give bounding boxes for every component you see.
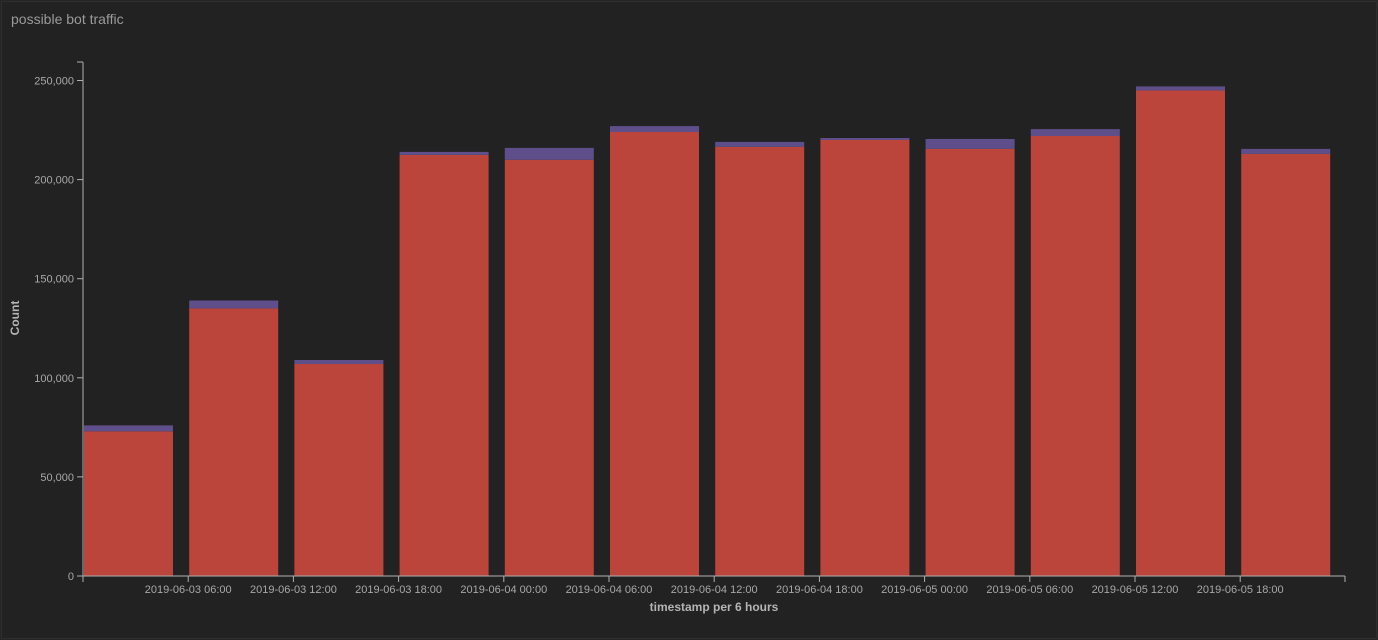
x-tick-label-8: 2019-06-05 06:00 (986, 584, 1073, 596)
y-tick-label-3: 150,000 (34, 274, 74, 286)
x-tick-label-0: 2019-06-03 06:00 (145, 584, 232, 596)
bar-primary-8[interactable] (925, 148, 1015, 576)
panel-title: possible bot traffic (11, 11, 124, 27)
bar-secondary-8[interactable] (925, 139, 1015, 149)
x-axis: 2019-06-03 06:00 2019-06-03 12:00 2019-06-… (82, 575, 1346, 596)
bar-secondary-7[interactable] (820, 138, 910, 140)
bar-primary-7[interactable] (820, 140, 910, 576)
bar-primary-1[interactable] (189, 308, 279, 576)
bar-secondary-11[interactable] (1241, 148, 1331, 154)
bar-primary-0[interactable] (84, 431, 173, 576)
bar-primary-3[interactable] (399, 154, 489, 577)
x-tick-label-1: 2019-06-03 12:00 (250, 584, 337, 596)
bar-primary-10[interactable] (1136, 90, 1225, 577)
x-tick-label-3: 2019-06-04 00:00 (460, 584, 547, 596)
bar-secondary-10[interactable] (1136, 86, 1225, 91)
x-axis-title: timestamp per 6 hours (650, 600, 779, 614)
y-tick-label-4: 200,000 (34, 175, 74, 187)
bar-secondary-6[interactable] (715, 141, 805, 147)
bar-primary-5[interactable] (610, 132, 699, 576)
bar-secondary-4[interactable] (504, 147, 594, 160)
bar-secondary-3[interactable] (399, 151, 489, 155)
x-tick-label-4: 2019-06-04 06:00 (566, 584, 653, 596)
bar-primary-6[interactable] (715, 146, 805, 576)
bar-secondary-2[interactable] (294, 360, 384, 364)
bar-primary-9[interactable] (1030, 136, 1120, 576)
bar-primary-11[interactable] (1241, 153, 1331, 577)
bar-secondary-1[interactable] (189, 300, 279, 309)
bar-secondary-5[interactable] (610, 126, 699, 132)
x-tick-label-5: 2019-06-04 12:00 (671, 584, 758, 596)
bar-secondary-9[interactable] (1030, 129, 1120, 136)
x-tick-label-9: 2019-06-05 12:00 (1092, 584, 1179, 596)
bar-secondary-0[interactable] (84, 425, 173, 432)
y-axis-title: Count (8, 301, 22, 336)
bar-primary-4[interactable] (504, 159, 594, 577)
x-tick-label-2: 2019-06-03 18:00 (355, 584, 442, 596)
x-tick-label-10: 2019-06-05 18:00 (1197, 584, 1284, 596)
x-tick-label-6: 2019-06-04 18:00 (776, 584, 863, 596)
y-axis: 0 50,000 100,000 150,000 200,000 250,000 (34, 61, 84, 583)
bars-group (84, 86, 1331, 577)
y-tick-label-1: 50,000 (40, 472, 74, 484)
y-tick-label-2: 100,000 (34, 373, 74, 385)
y-tick-label-5: 250,000 (34, 76, 74, 88)
y-tick-label-0: 0 (68, 571, 74, 583)
x-tick-label-7: 2019-06-05 00:00 (881, 584, 968, 596)
bar-primary-2[interactable] (294, 363, 384, 576)
